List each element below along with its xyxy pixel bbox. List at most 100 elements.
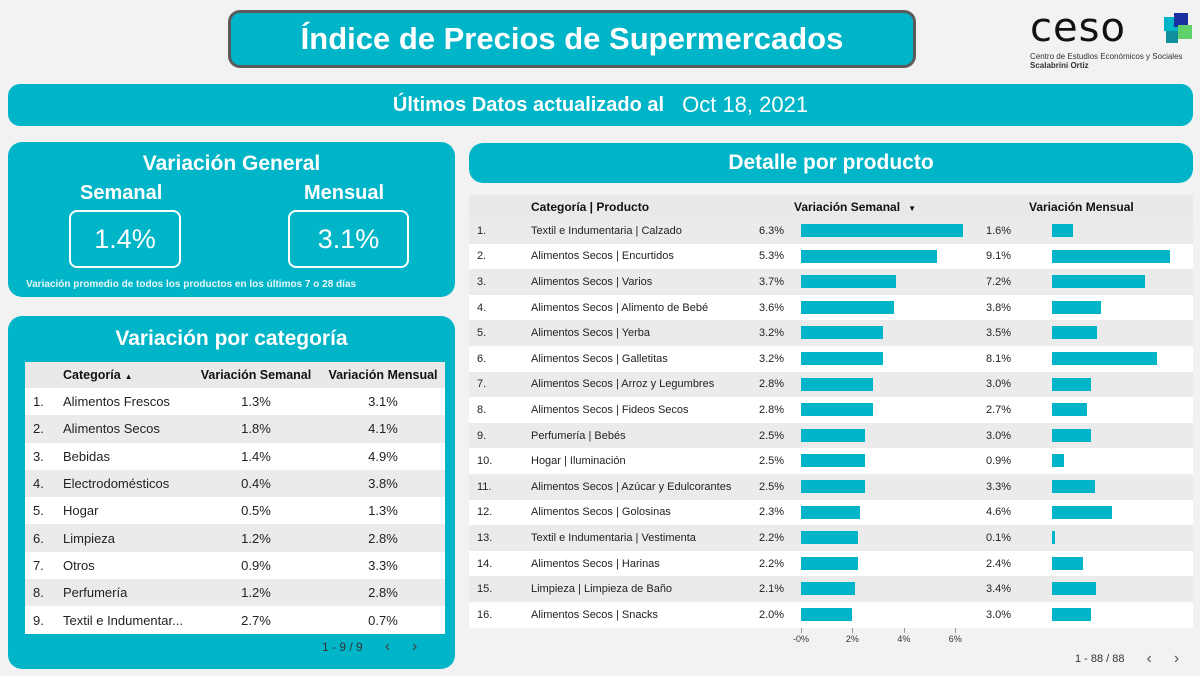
table-row[interactable]: 1. Alimentos Frescos 1.3% 3.1% xyxy=(25,388,445,416)
monthly-bar xyxy=(1052,224,1073,237)
weekly-cell: 0.9% xyxy=(241,557,271,573)
weekly-bar xyxy=(801,556,858,570)
row-number: 4. xyxy=(477,301,487,314)
weekly-bar xyxy=(801,454,866,468)
row-number: 8. xyxy=(477,403,487,416)
product-cell: Alimentos Secos | Fideos Secos xyxy=(531,403,689,416)
table-row[interactable]: 3. Alimentos Secos | Varios 3.7% 7.2% xyxy=(469,269,1193,295)
monthly-value-label: 2.7% xyxy=(986,403,1012,416)
product-cell: Alimentos Secos | Yerba xyxy=(531,327,651,340)
table-row[interactable]: 7. Otros 0.9% 3.3% xyxy=(25,551,445,580)
table-row[interactable]: 8. Alimentos Secos | Fideos Secos 2.8% 2.7% xyxy=(469,397,1193,423)
category-column-header[interactable]: Categoría ▲ xyxy=(63,368,133,382)
weekly-bar xyxy=(801,607,853,621)
row-number: 1. xyxy=(477,224,487,237)
weekly-value-label: 2.2% xyxy=(759,557,785,570)
row-number: 9. xyxy=(33,612,44,628)
product-cell: Alimentos Secos | Harinas xyxy=(531,557,660,570)
category-pager-range: 1 - 9 / 9 xyxy=(322,640,363,654)
next-page-icon[interactable]: › xyxy=(412,638,418,655)
weekly-value-label: 2.5% xyxy=(759,480,785,493)
table-row[interactable]: 4. Alimentos Secos | Alimento de Bebé 3.6%… xyxy=(469,294,1193,321)
weekly-cell: 1.2% xyxy=(241,530,271,546)
axis-tick-mark xyxy=(801,628,802,633)
monthly-product-column-header[interactable]: Variación Mensual xyxy=(1029,199,1134,214)
product-pager: 1 - 88 / 88 ‹ › xyxy=(1075,650,1179,668)
table-row[interactable]: 9. Perfumería | Bebés 2.5% 3.0% xyxy=(469,422,1193,449)
weekly-cell: 0.4% xyxy=(241,476,271,492)
monthly-value-label: 3.0% xyxy=(986,608,1012,621)
product-pager-range: 1 - 88 / 88 xyxy=(1075,653,1125,665)
prev-page-icon[interactable]: ‹ xyxy=(1146,650,1152,667)
table-row[interactable]: 9. Textil e Indumentar... 2.7% 0.7% xyxy=(25,606,445,634)
axis-tick-mark xyxy=(903,628,905,633)
weekly-value-label: 2.3% xyxy=(759,506,785,519)
weekly-value-label: 2.0% xyxy=(759,608,785,621)
product-cell: Alimentos Secos | Golosinas xyxy=(531,506,671,519)
axis-tick-label: 2% xyxy=(845,634,859,644)
last-update-date[interactable]: Oct 18, 2021 xyxy=(682,92,809,117)
monthly-value-label: 2.4% xyxy=(986,557,1012,570)
product-cell: Textil e Indumentaria | Vestimenta xyxy=(531,531,696,544)
row-number: 8. xyxy=(33,585,44,601)
row-number: 5. xyxy=(33,503,44,519)
monthly-column-header[interactable]: Variación Mensual xyxy=(328,368,438,382)
product-column-header[interactable]: Categoría | Producto xyxy=(531,199,650,214)
logo-squares-icon xyxy=(1156,13,1196,49)
table-row[interactable]: 14. Alimentos Secos | Harinas 2.2% 2.4% xyxy=(469,550,1193,577)
monthly-bar xyxy=(1052,275,1146,289)
weekly-bar xyxy=(801,505,861,519)
table-row[interactable]: 15. Limpieza | Limpieza de Baño 2.1% 3.4% xyxy=(469,576,1193,602)
weekly-cell: 1.8% xyxy=(241,421,271,437)
product-cell: Hogar | Iluminación xyxy=(531,455,626,468)
monthly-cell: 4.1% xyxy=(368,421,398,437)
monthly-value-label: 3.3% xyxy=(986,480,1012,493)
table-row[interactable]: 12. Alimentos Secos | Golosinas 2.3% 4.6% xyxy=(469,499,1193,526)
weekly-column-header[interactable]: Variación Semanal xyxy=(200,368,312,382)
table-row[interactable]: 11. Alimentos Secos | Azúcar y Edulcorant… xyxy=(469,473,1193,500)
table-row[interactable]: 5. Hogar 0.5% 1.3% xyxy=(25,497,445,525)
weekly-bar xyxy=(801,326,884,340)
table-row[interactable]: 16. Alimentos Secos | Snacks 2.0% 3.0% xyxy=(469,601,1193,628)
monthly-bar xyxy=(1052,377,1091,391)
last-update-label: Últimos Datos actualizado al xyxy=(392,93,665,116)
table-row[interactable]: 6. Alimentos Secos | Galletitas 3.2% 8.1% xyxy=(469,345,1193,372)
weekly-label: Semanal xyxy=(80,182,163,204)
monthly-bar xyxy=(1052,479,1095,493)
category-cell: Bebidas xyxy=(63,448,110,464)
category-cell: Limpieza xyxy=(63,530,116,546)
table-row[interactable]: 6. Limpieza 1.2% 2.8% xyxy=(25,524,445,552)
table-row[interactable]: 3. Bebidas 1.4% 4.9% xyxy=(25,442,445,470)
axis-tick-label: -0% xyxy=(792,634,810,644)
weekly-cell: 1.4% xyxy=(241,448,271,464)
weekly-cell: 2.7% xyxy=(241,612,271,628)
table-row[interactable]: 10. Hogar | Iluminación 2.5% 0.9% xyxy=(469,448,1193,474)
monthly-value-label: 7.2% xyxy=(986,275,1012,288)
prev-page-icon[interactable]: ‹ xyxy=(384,638,391,655)
weekly-product-column-header[interactable]: Variación Semanal ▼ xyxy=(794,199,916,214)
monthly-bar xyxy=(1052,607,1091,621)
monthly-bar xyxy=(1052,428,1091,442)
next-page-icon[interactable]: › xyxy=(1173,650,1180,667)
monthly-bar xyxy=(1052,249,1170,263)
table-row[interactable]: 5. Alimentos Secos | Yerba 3.2% 3.5% xyxy=(469,320,1193,346)
row-number: 13. xyxy=(477,531,493,544)
general-variation-title: Variación General xyxy=(142,152,321,175)
table-row[interactable]: 13. Textil e Indumentaria | Vestimenta 2.2… xyxy=(469,525,1193,551)
table-row[interactable]: 2. Alimentos Secos 1.8% 4.1% xyxy=(25,415,445,443)
monthly-value-label: 0.9% xyxy=(986,455,1012,468)
product-cell: Alimentos Secos | Snacks xyxy=(531,608,658,621)
general-variation-note: Variación promedio de todos los producto… xyxy=(26,279,357,290)
weekly-bar xyxy=(801,300,894,314)
weekly-bar xyxy=(801,377,873,391)
product-cell: Alimentos Secos | Azúcar y Edulcorantes xyxy=(531,480,732,493)
table-row[interactable]: 4. Electrodomésticos 0.4% 3.8% xyxy=(25,469,445,498)
table-row[interactable]: 7. Alimentos Secos | Arroz y Legumbres 2.8… xyxy=(469,371,1193,398)
product-cell: Alimentos Secos | Varios xyxy=(531,275,653,288)
monthly-value-label: 9.1% xyxy=(986,250,1012,263)
table-row[interactable]: 1. Textil e Indumentaria | Calzado 6.3% 1.6… xyxy=(469,218,1193,244)
table-row[interactable]: 2. Alimentos Secos | Encurtidos 5.3% 9.1% xyxy=(469,243,1193,270)
monthly-bar xyxy=(1052,582,1097,596)
monthly-bar xyxy=(1052,454,1064,468)
table-row[interactable]: 8. Perfumería 1.2% 2.8% xyxy=(25,579,445,607)
